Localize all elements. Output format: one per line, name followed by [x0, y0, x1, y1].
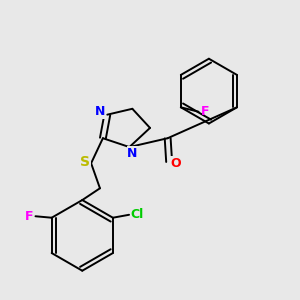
Text: F: F [201, 105, 209, 118]
Text: N: N [95, 105, 105, 118]
Text: N: N [127, 147, 137, 160]
Text: S: S [80, 155, 90, 169]
Text: F: F [25, 210, 33, 223]
Text: Cl: Cl [131, 208, 144, 221]
Text: O: O [170, 157, 181, 170]
